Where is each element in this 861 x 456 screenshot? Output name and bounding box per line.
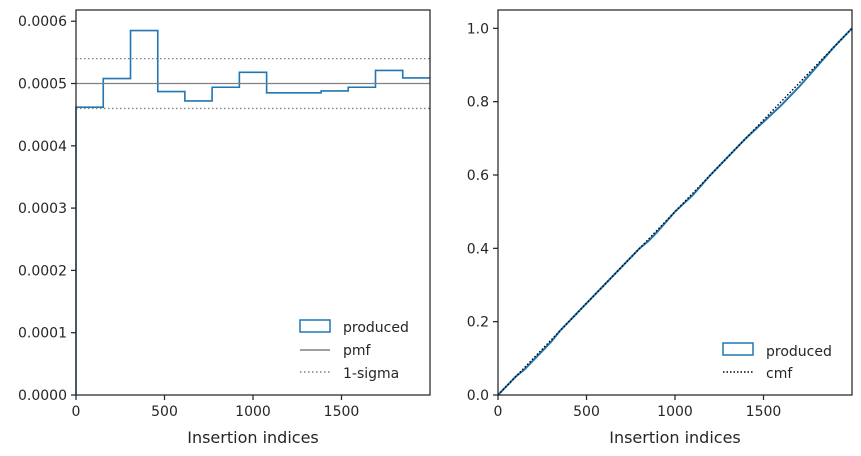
right-legend-swatch-produced (722, 342, 754, 356)
series-produced-line (497, 27, 853, 396)
x-tick-label: 500 (151, 404, 178, 420)
y-tick-label: 0.6 (467, 168, 489, 184)
x-tick-label: 1500 (746, 404, 782, 420)
x-tick-label: 1000 (235, 404, 271, 420)
y-tick-label: 0.0 (467, 388, 489, 404)
y-tick-label: 0.8 (467, 95, 489, 111)
right-chart: 0.0 0.2 0.4 0.6 0.8 1.0 0 500 1000 1500 Insertio… (467, 9, 853, 447)
y-tick-label: 0.0006 (18, 14, 67, 30)
right-legend-label-cmf: cmf (766, 366, 793, 382)
x-tick-label: 0 (72, 404, 81, 420)
y-tick-label: 0.0001 (18, 326, 67, 342)
x-tick-label: 500 (573, 404, 600, 420)
left-legend-label-produced: produced (343, 320, 409, 336)
left-legend: produced pmf 1-sigma (299, 319, 409, 382)
y-tick-label: 0.4 (467, 241, 489, 257)
y-tick-label: 0.0004 (18, 139, 67, 155)
y-tick-label: 0.0002 (18, 263, 67, 279)
right-y-axis: 0.0 0.2 0.4 0.6 0.8 1.0 (467, 21, 498, 404)
left-x-axis-label: Insertion indices (187, 428, 319, 447)
series-cmf-line (497, 27, 853, 396)
left-legend-swatch-produced (299, 319, 331, 333)
y-tick-label: 0.2 (467, 315, 489, 331)
left-chart-plot-area (75, 29, 430, 395)
left-x-axis: 0 500 1000 1500 (72, 395, 360, 420)
left-chart-frame (75, 9, 431, 396)
left-chart: 0.0000 0.0001 0.0002 0.0003 0.0004 0.0005 0.00… (18, 9, 431, 447)
series-produced-step (75, 29, 430, 395)
x-tick-label: 1000 (657, 404, 693, 420)
y-tick-label: 0.0005 (18, 77, 67, 93)
y-tick-label: 0.0000 (18, 388, 67, 404)
x-tick-label: 0 (494, 404, 503, 420)
y-tick-label: 1.0 (467, 21, 489, 37)
left-legend-label-pmf: pmf (343, 343, 372, 359)
left-y-axis: 0.0000 0.0001 0.0002 0.0003 0.0004 0.0005 0.00… (18, 14, 76, 404)
x-tick-label: 1500 (324, 404, 360, 420)
right-x-axis: 0 500 1000 1500 (494, 395, 782, 420)
right-legend-label-produced: produced (766, 344, 832, 360)
y-tick-label: 0.0003 (18, 201, 67, 217)
right-legend: produced cmf (722, 342, 832, 382)
right-chart-frame (497, 9, 853, 396)
left-legend-label-1-sigma: 1-sigma (343, 366, 399, 382)
right-chart-plot-area (497, 27, 853, 396)
right-x-axis-label: Insertion indices (609, 428, 741, 447)
